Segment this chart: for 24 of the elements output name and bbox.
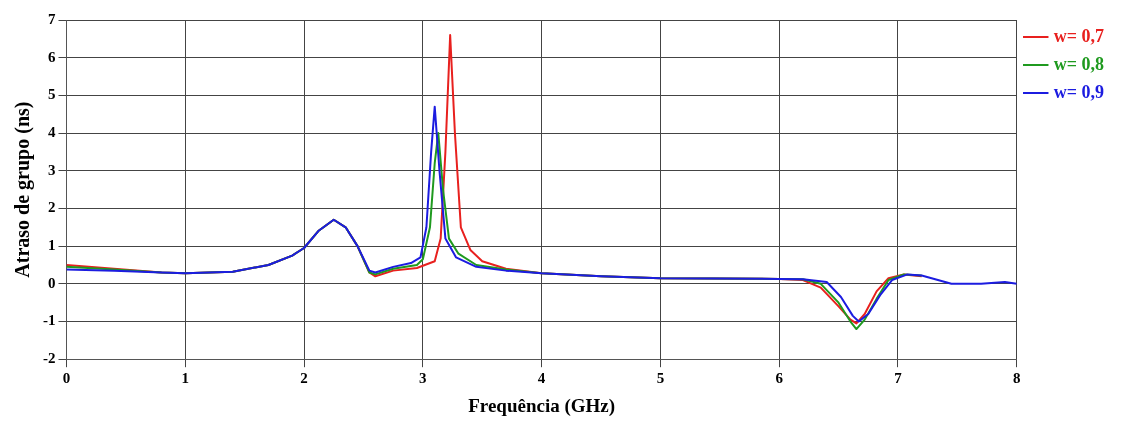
y-tick-label: 1 — [48, 237, 56, 254]
y-tick-label: 2 — [48, 199, 56, 216]
y-tick-label: 3 — [48, 161, 56, 178]
legend-label: w= 0,8 — [1053, 53, 1105, 74]
y-tick-label: 6 — [48, 48, 56, 65]
y-tick-label: -2 — [43, 350, 56, 367]
x-tick-label: 2 — [300, 370, 308, 387]
y-tick-label: 0 — [48, 274, 56, 291]
x-tick-label: 0 — [62, 370, 71, 387]
y-tick-label: 5 — [48, 86, 56, 103]
x-tick-label: 5 — [656, 370, 665, 387]
x-tick-label: 1 — [181, 370, 190, 387]
x-tick-label: 8 — [1012, 370, 1021, 387]
x-tick-label: 6 — [775, 370, 784, 387]
y-axis-title: Atraso de grupo (ns) — [11, 101, 35, 278]
y-tick-label: 7 — [48, 10, 56, 27]
y-tick-label: -1 — [43, 312, 56, 329]
x-tick-label: 7 — [894, 370, 903, 387]
y-tick-label: 4 — [48, 123, 56, 140]
legend-label: w= 0,7 — [1053, 25, 1105, 46]
legend-label: w= 0,9 — [1053, 81, 1105, 102]
x-tick-label: 3 — [419, 370, 427, 387]
x-axis-title: Frequência (GHz) — [468, 394, 616, 417]
x-tick-label: 4 — [537, 370, 546, 387]
